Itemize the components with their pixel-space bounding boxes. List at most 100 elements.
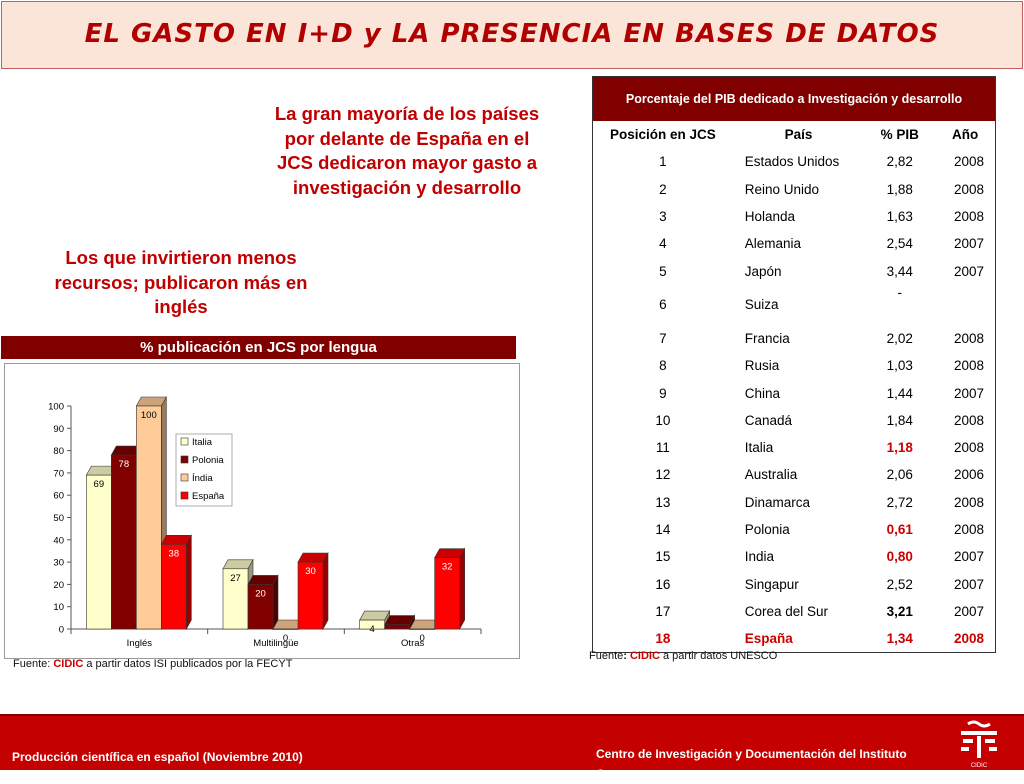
cell-year: 2006	[953, 467, 984, 483]
col-header-country: País	[784, 127, 813, 143]
data-label: 100	[141, 410, 157, 421]
cell-country: Canadá	[744, 412, 793, 428]
bar-side	[459, 547, 465, 631]
y-tick-label: 90	[53, 424, 64, 435]
cell-position: 18	[655, 631, 671, 647]
y-tick-label: 10	[53, 602, 64, 613]
table-row: 18 España 1,34 2008	[593, 625, 995, 652]
cell-country: Polonia	[744, 522, 790, 537]
cell-country: Rusia	[744, 358, 780, 374]
cell-position: 4	[659, 236, 667, 252]
bar-top	[297, 552, 329, 563]
cell-position: 1	[659, 154, 667, 170]
legend-label: Índia	[192, 473, 213, 484]
source-org: CIDIC	[53, 658, 84, 670]
legend-label: Italia	[192, 437, 213, 448]
source-suffix: a partir datos UNESCO	[659, 650, 778, 662]
cell-country: Singapur	[744, 576, 799, 592]
bar	[136, 405, 162, 630]
data-label: 4	[370, 624, 375, 635]
col-header-position: Posición en JCS	[609, 127, 716, 143]
cell-year: 2008	[953, 412, 984, 428]
y-tick-label: 100	[48, 402, 64, 413]
cell-position: 3	[659, 209, 667, 225]
y-tick-label: 50	[53, 513, 64, 524]
y-tick-label: 80	[53, 446, 64, 457]
language-bar-chart: 0102030405060708090100697810038Inglés272…	[48, 395, 482, 649]
source-prefix: Fuente:	[13, 658, 54, 670]
bar-side	[186, 534, 192, 631]
source-note-left: Fuente: CIDIC a partir datos ISI publica…	[13, 658, 292, 670]
bar	[111, 454, 137, 630]
legend-label: España	[192, 491, 225, 502]
data-label: 20	[255, 588, 266, 599]
cell-position: 9	[659, 385, 667, 401]
footer-left-text: Producción científica en español (Noviem…	[12, 750, 303, 764]
cell-year: 2007	[953, 263, 984, 279]
table-row: 6 Suiza -	[593, 285, 995, 325]
cell-year: 2007	[953, 549, 984, 565]
cell-pib: 1,34	[886, 631, 913, 647]
data-label: 69	[94, 479, 105, 490]
cell-country: Corea del Sur	[744, 603, 829, 619]
cell-year: 2008	[953, 358, 984, 374]
cell-position: 8	[659, 358, 667, 374]
source-colon: :	[623, 650, 630, 662]
data-label: 0	[283, 633, 288, 644]
cell-year: 2007	[953, 385, 984, 401]
table-row: 9 China 1,44 2007	[593, 379, 995, 406]
bar-side	[322, 551, 329, 631]
cell-country: Reino Unido	[744, 181, 820, 197]
cell-year: 2008	[953, 181, 984, 197]
cell-pib: 2,54	[886, 236, 913, 252]
bar	[434, 557, 460, 630]
chart-container: 0 10 20 30 40 50 60 70 80 90 100 69 78 100 38 Inglés 27 2…	[4, 363, 520, 659]
cell-year	[935, 285, 995, 325]
y-tick-label: 60	[53, 491, 64, 502]
page-title: EL GASTO EN I+D y LA PRESENCIA EN BASES …	[84, 19, 940, 49]
cell-country: Australia	[744, 467, 798, 483]
cell-country: Estados Unidos	[744, 154, 840, 170]
y-tick-label: 30	[53, 558, 64, 569]
cell-country: Alemania	[744, 236, 802, 252]
legend-swatch	[180, 491, 189, 500]
cell-country: Dinamarca	[744, 494, 811, 510]
cell-position: 2	[659, 181, 667, 197]
cell-year: 2008	[953, 209, 984, 225]
bar-top	[160, 534, 192, 545]
data-label: 78	[119, 459, 130, 470]
cell-year: 2007	[953, 236, 984, 252]
footer-right-text: Centro de Investigación y Documentación …	[596, 747, 907, 781]
cell-country: Francia	[744, 330, 790, 346]
table-row: 3 Holanda 1,63 2008	[593, 203, 995, 230]
cell-position: 15	[655, 549, 671, 565]
bar	[161, 543, 187, 630]
cell-country: China	[744, 385, 781, 401]
cell-position: 17	[655, 603, 671, 619]
table-row: 15 India 0,80 2007	[593, 543, 995, 570]
bar	[409, 628, 435, 630]
legend-label: Polonia	[192, 455, 224, 466]
table-row: 10 Canadá 1,84 2008	[593, 407, 995, 434]
table-row: 1 Estados Unidos 2,82 2008	[593, 148, 995, 175]
cell-pib: 1,03	[886, 358, 913, 374]
bar	[86, 474, 112, 630]
cell-pib: 1,84	[886, 412, 913, 428]
bar-top	[434, 548, 466, 558]
cell-country: Japón	[744, 263, 782, 279]
cell-pib: 1,44	[886, 385, 913, 401]
table-row: 5 Japón 3,44 2007	[593, 257, 995, 284]
cell-year: 2008	[953, 154, 984, 170]
pib-table: Porcentaje del PIB dedicado a Investigac…	[592, 76, 996, 654]
table-header-row: Posición en JCS País % PIB Año	[593, 121, 995, 148]
cell-pib: 3,44	[886, 263, 913, 279]
source-org: CIDIC	[629, 650, 660, 662]
cell-pib: 2,06	[886, 467, 913, 483]
legend-swatch	[180, 455, 189, 464]
source-suffix: a partir datos ISI publicados por la FEC…	[83, 658, 293, 670]
source-note-right: Fuente: CIDIC a partir datos UNESCO	[589, 650, 777, 662]
cell-country: Suiza	[744, 297, 779, 313]
cell-position: 5	[659, 263, 667, 279]
cell-year: 2008	[953, 631, 984, 647]
table-body: 1 Estados Unidos 2,82 2008 2 Reino Unido 1,88 2…	[593, 148, 995, 652]
